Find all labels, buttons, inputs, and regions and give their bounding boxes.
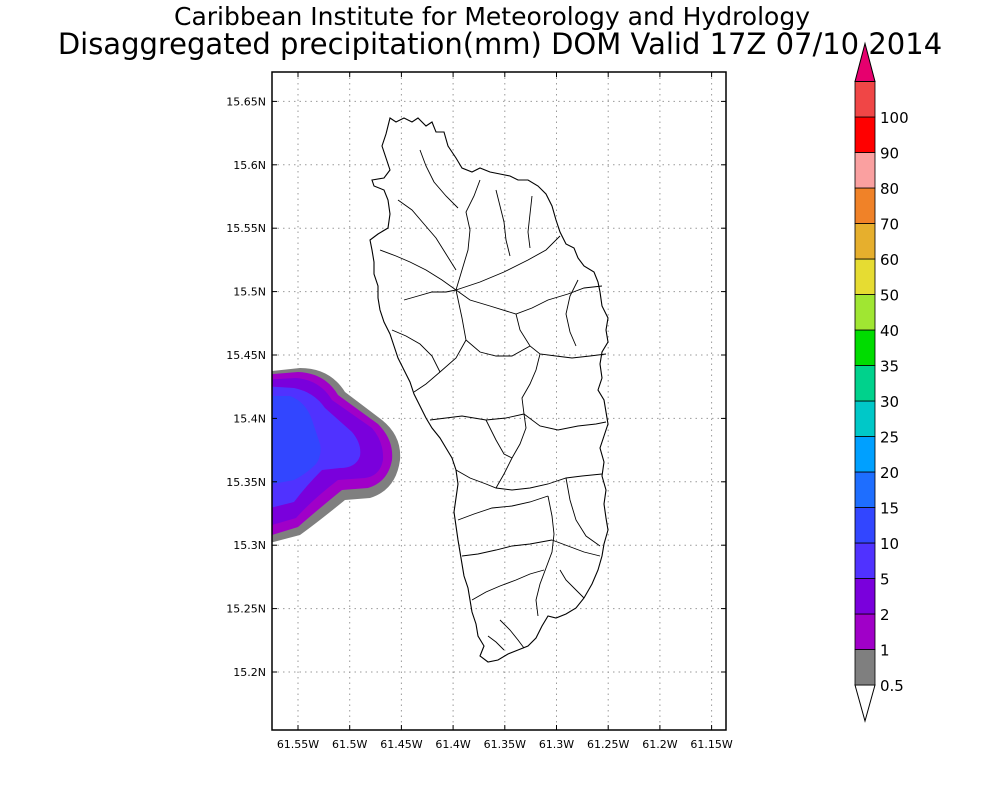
watershed-lines	[379, 149, 607, 651]
colorbar-label: 30	[880, 393, 899, 411]
colorbar-label: 40	[880, 322, 899, 340]
precip-level-10	[272, 396, 321, 485]
colorbar-segment	[854, 116, 876, 153]
longitude-ticks: 61.55W 61.5W 61.45W 61.4W 61.35W 61.3W 61.25W 6…	[277, 72, 733, 751]
colorbar-segment	[854, 223, 876, 260]
lat-tick-label: 15.2N	[233, 666, 266, 679]
colorbar-label: 70	[880, 216, 899, 234]
colorbar-segment	[854, 294, 876, 331]
colorbar-segment	[854, 329, 876, 366]
colorbar-bottom-arrow	[854, 684, 876, 723]
colorbar-label: 5	[880, 571, 890, 589]
colorbar-label: 10	[880, 535, 899, 553]
island-outline	[369, 117, 609, 663]
lat-tick-label: 15.3N	[233, 539, 266, 552]
colorbar-segment	[854, 258, 876, 295]
lon-tick-label: 61.5W	[332, 738, 367, 751]
lat-tick-label: 15.65N	[226, 95, 266, 108]
lat-tick-label: 15.35N	[226, 476, 266, 489]
colorbar-label: 15	[880, 500, 899, 518]
lon-tick-label: 61.25W	[587, 738, 629, 751]
colorbar-label: 90	[880, 145, 899, 163]
colorbar-label: 25	[880, 429, 899, 447]
colorbar-segment	[854, 649, 876, 686]
grid-lines	[272, 72, 726, 730]
colorbar-segment	[854, 436, 876, 473]
latitude-ticks: 15.2N 15.25N 15.3N 15.35N 15.4N 15.45N 15.5N 15…	[226, 95, 726, 679]
lon-tick-label: 61.4W	[435, 738, 470, 751]
colorbar-label: 35	[880, 358, 899, 376]
colorbar-segment	[854, 400, 876, 437]
colorbar-segment	[854, 471, 876, 508]
colorbar-label: 2	[880, 606, 890, 624]
lat-tick-label: 15.4N	[233, 412, 266, 425]
colorbar-segment	[854, 365, 876, 402]
lat-tick-label: 15.6N	[233, 159, 266, 172]
lon-tick-label: 61.3W	[539, 738, 574, 751]
precipitation-area	[272, 368, 401, 543]
map-frame	[271, 71, 727, 731]
colorbar-segment	[854, 152, 876, 189]
lon-tick-label: 61.45W	[380, 738, 422, 751]
colorbar-segment	[854, 578, 876, 615]
colorbar-segment	[854, 187, 876, 224]
lon-tick-label: 61.2W	[642, 738, 677, 751]
lat-tick-label: 15.25N	[226, 603, 266, 616]
colorbar-label: 100	[880, 109, 909, 127]
colorbar-top-arrow	[854, 41, 876, 82]
lat-tick-label: 15.55N	[226, 222, 266, 235]
colorbar-label: 50	[880, 287, 899, 305]
lat-tick-label: 15.5N	[233, 286, 266, 299]
title-line-2: Disaggregated precipitation(mm) DOM Vali…	[57, 27, 943, 61]
colorbar-label: 60	[880, 251, 899, 269]
title-line-1: Caribbean Institute for Meteorology and …	[174, 2, 810, 31]
colorbar-segment	[854, 542, 876, 579]
colorbar-label: 1	[880, 642, 890, 660]
lat-tick-label: 15.45N	[226, 349, 266, 362]
lon-tick-label: 61.35W	[484, 738, 526, 751]
colorbar-segment	[854, 507, 876, 544]
colorbar-label: 0.5	[880, 677, 904, 695]
colorbar-label: 20	[880, 464, 899, 482]
colorbar-segment	[854, 81, 876, 118]
lon-tick-label: 61.15W	[690, 738, 732, 751]
colorbar-segment	[854, 613, 876, 650]
colorbar-label: 80	[880, 180, 899, 198]
lon-tick-label: 61.55W	[277, 738, 319, 751]
